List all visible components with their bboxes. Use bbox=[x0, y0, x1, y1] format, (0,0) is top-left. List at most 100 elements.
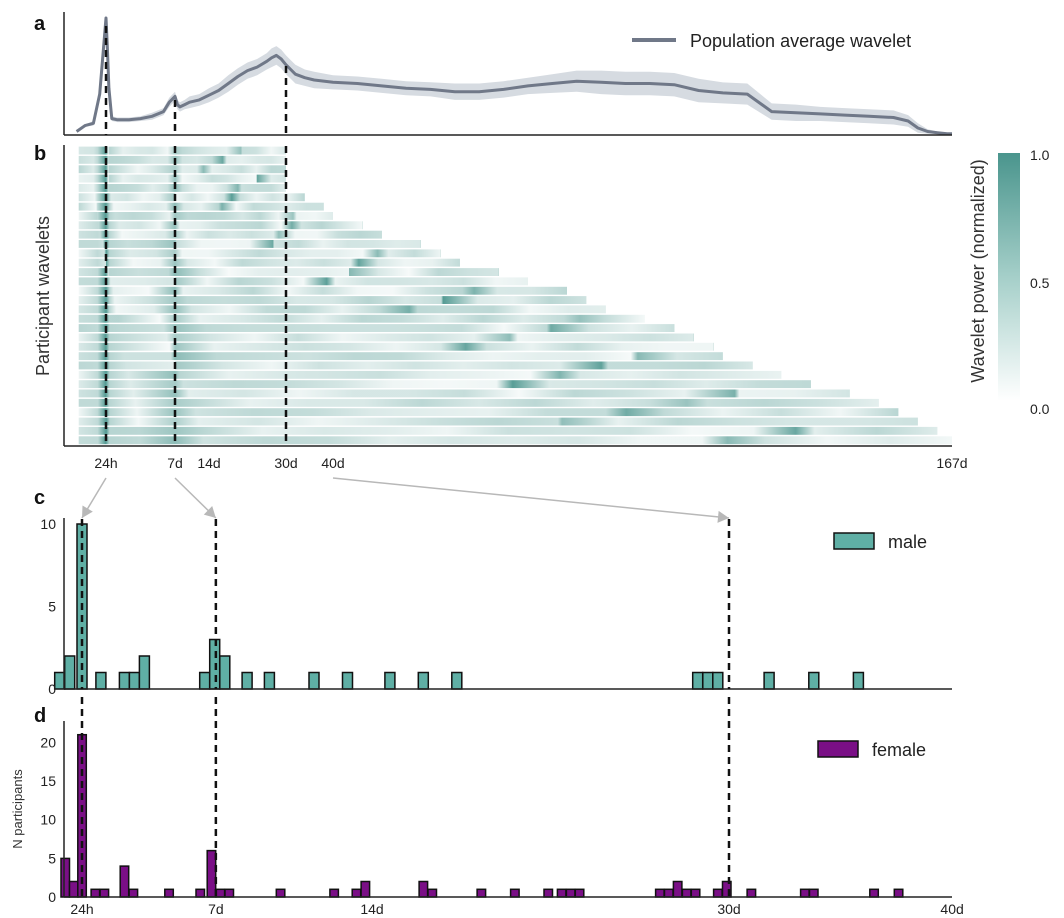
x-tick-label: 40d bbox=[940, 901, 963, 917]
panel-c-histogram-male: 0 5 10 male bbox=[40, 516, 952, 697]
heatmap-row bbox=[78, 426, 938, 435]
x-tick-label: 30d bbox=[717, 901, 740, 917]
heatmap-row bbox=[78, 389, 850, 398]
female-bar bbox=[808, 888, 819, 898]
heatmap-row bbox=[78, 361, 753, 370]
panel-b-markers bbox=[104, 146, 288, 446]
x-tick-label: 30d bbox=[274, 455, 297, 471]
x-tick-label: 24h bbox=[94, 455, 117, 471]
male-bar bbox=[852, 671, 865, 690]
period-arrow-head bbox=[717, 510, 729, 523]
male-bar bbox=[341, 671, 354, 690]
female-bar bbox=[351, 888, 362, 898]
male-bars bbox=[53, 523, 865, 690]
male-bar bbox=[451, 671, 463, 690]
heatmap-row bbox=[78, 408, 899, 417]
female-bar bbox=[556, 888, 567, 898]
female-bar bbox=[427, 888, 438, 898]
population-line-group bbox=[75, 16, 952, 136]
heatmap-row bbox=[78, 417, 918, 426]
heatmap-row bbox=[78, 240, 421, 248]
male-bar bbox=[417, 671, 430, 690]
y-tick-label: 0 bbox=[48, 681, 56, 697]
y-tick-label: 0 bbox=[48, 889, 56, 905]
male-bar bbox=[63, 655, 76, 690]
male-bar bbox=[691, 671, 704, 690]
legend-swatch-male bbox=[833, 532, 875, 550]
panel-d-x-ticks: 24h 7d 14d 30d 40d bbox=[70, 901, 963, 917]
male-bar bbox=[198, 671, 211, 690]
female-bar bbox=[215, 888, 226, 898]
x-tick-label: 14d bbox=[197, 455, 220, 471]
female-bar bbox=[672, 880, 683, 898]
female-bar bbox=[799, 888, 810, 898]
male-bar bbox=[138, 655, 151, 690]
heatmap-row bbox=[78, 230, 382, 239]
panel-d-y-ticks: 0 5 10 15 20 bbox=[40, 734, 56, 905]
panel-c-markers bbox=[80, 519, 731, 689]
heatmap-row bbox=[78, 333, 694, 342]
female-bar bbox=[68, 880, 79, 898]
heatmap-row bbox=[78, 165, 286, 174]
population-confidence-band bbox=[76, 14, 953, 135]
x-tick-label: 7d bbox=[167, 455, 183, 471]
male-bar bbox=[263, 671, 276, 690]
male-bar bbox=[763, 671, 775, 690]
female-bar bbox=[60, 857, 71, 898]
heatmap-rows bbox=[78, 146, 952, 445]
female-bar bbox=[712, 888, 723, 898]
heatmap-row bbox=[78, 324, 675, 332]
x-tick-label: 14d bbox=[360, 901, 383, 917]
x-tick-label: 167d bbox=[936, 455, 967, 471]
female-bar bbox=[869, 888, 880, 898]
panel-label-d: d bbox=[34, 705, 46, 727]
y-tick-label: 5 bbox=[48, 599, 56, 615]
heatmap-row bbox=[78, 370, 782, 379]
heatmap-row bbox=[78, 305, 606, 314]
heatmap-row bbox=[78, 221, 363, 230]
female-bar bbox=[90, 888, 101, 898]
male-bar bbox=[219, 655, 231, 690]
heatmap-row bbox=[78, 436, 952, 445]
colorbar-tick-label: 0.5 bbox=[1030, 275, 1050, 291]
panel-b-heatmap: Participant wavelets 24h 7d 14d 30d 40d 167d … bbox=[33, 145, 1050, 471]
male-bar bbox=[308, 671, 320, 690]
heatmap-row bbox=[78, 174, 286, 183]
male-bar bbox=[118, 671, 131, 690]
panel-d-markers bbox=[80, 697, 731, 897]
male-bar bbox=[95, 671, 107, 690]
y-tick-label: 20 bbox=[40, 734, 56, 750]
female-bar bbox=[476, 888, 487, 898]
period-arrow-head bbox=[82, 505, 93, 518]
panel-label-c: c bbox=[34, 487, 45, 509]
heatmap-row bbox=[78, 296, 587, 304]
female-bar bbox=[565, 888, 576, 898]
x-tick-label: 7d bbox=[208, 901, 224, 917]
female-bar bbox=[99, 888, 110, 898]
female-bar bbox=[690, 888, 701, 898]
female-bar bbox=[543, 888, 554, 898]
panel-c-y-ticks: 0 5 10 bbox=[40, 516, 56, 697]
female-bar bbox=[509, 888, 520, 898]
panel-d-histogram-female: 0 5 10 15 20 24h 7d 14d 30d 40d female N partici… bbox=[10, 697, 964, 917]
male-bar bbox=[712, 671, 724, 690]
heatmap-row bbox=[78, 146, 286, 155]
heatmap-row bbox=[78, 202, 324, 211]
female-bar bbox=[893, 888, 904, 898]
period-arrow bbox=[332, 477, 730, 519]
y-tick-label: 15 bbox=[40, 773, 56, 789]
colorbar-tick-label: 1.0 bbox=[1030, 147, 1050, 163]
heatmap-row bbox=[78, 212, 333, 220]
female-bar bbox=[224, 888, 235, 898]
y-tick-label: 10 bbox=[40, 516, 56, 532]
legend-label-male: male bbox=[888, 532, 927, 552]
female-bars bbox=[60, 733, 904, 898]
population-band-group bbox=[76, 14, 953, 135]
female-bar bbox=[654, 888, 665, 898]
heatmap-row bbox=[78, 258, 460, 267]
panel-a-markers bbox=[104, 26, 288, 135]
heatmap-row bbox=[78, 314, 645, 323]
colorbar bbox=[998, 153, 1020, 401]
x-tick-label: 40d bbox=[321, 455, 344, 471]
